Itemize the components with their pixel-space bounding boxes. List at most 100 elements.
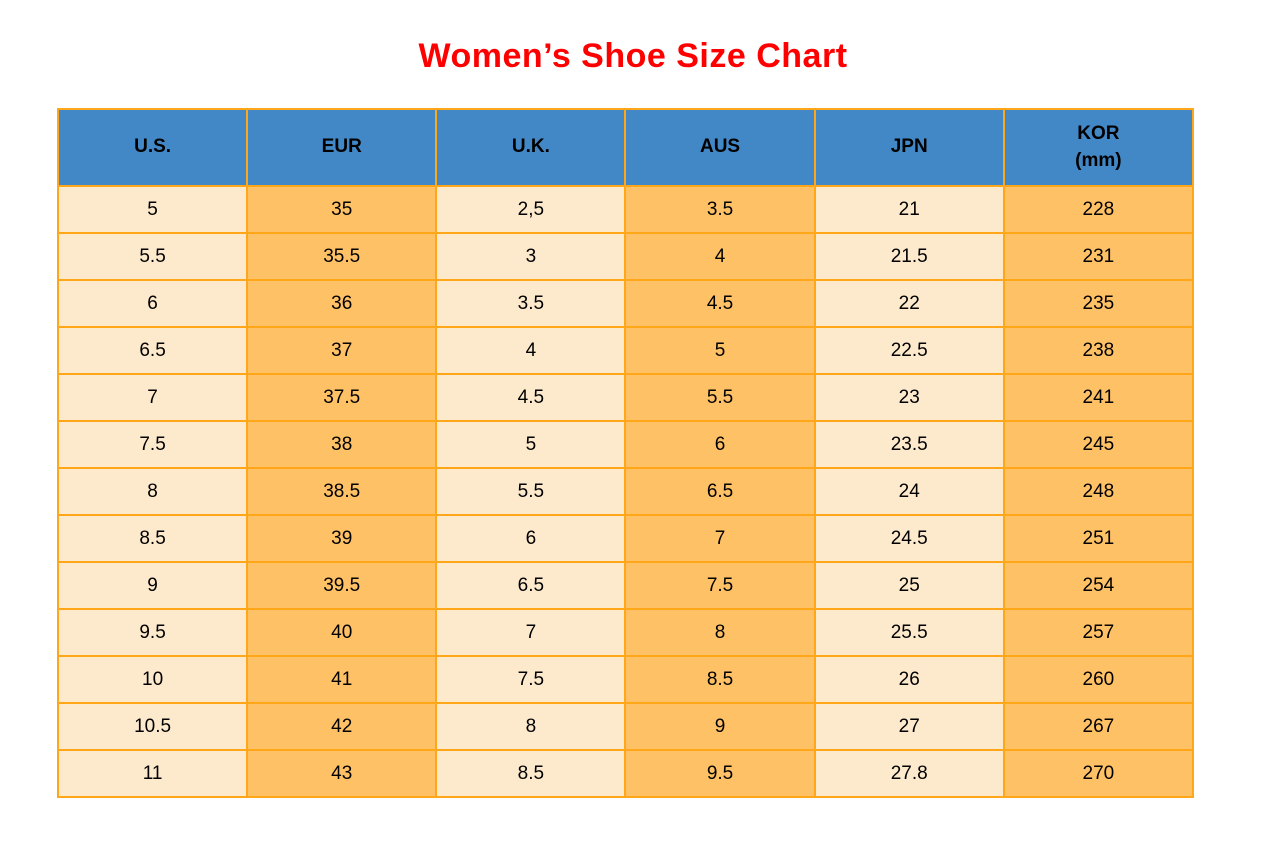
size-cell-uk: 7.5 bbox=[435, 655, 627, 704]
table-row: 11 43 8.5 9.5 27.8 270 bbox=[56, 749, 1195, 798]
size-cell-uk: 4.5 bbox=[435, 373, 627, 422]
size-cell-us: 5 bbox=[56, 185, 249, 234]
size-cell-eur: 38 bbox=[246, 420, 438, 469]
size-cell-eur: 38.5 bbox=[246, 467, 438, 516]
size-cell-uk: 5 bbox=[435, 420, 627, 469]
size-cell-kor-mm: 231 bbox=[1002, 232, 1195, 281]
size-cell-us: 10.5 bbox=[56, 702, 249, 751]
size-cell-uk: 3.5 bbox=[435, 279, 627, 328]
size-cell-kor-mm: 251 bbox=[1002, 514, 1195, 563]
size-cell-jpn: 23.5 bbox=[813, 420, 1005, 469]
column-header-us: U.S. bbox=[56, 108, 249, 187]
table-header-row: U.S. EUR U.K. AUS JPN KOR (mm) bbox=[56, 108, 1195, 187]
size-cell-kor-mm: 257 bbox=[1002, 608, 1195, 657]
size-cell-kor-mm: 235 bbox=[1002, 279, 1195, 328]
size-cell-jpn: 24 bbox=[813, 467, 1005, 516]
size-cell-aus: 5 bbox=[624, 326, 816, 375]
size-cell-jpn: 21 bbox=[813, 185, 1005, 234]
size-cell-eur: 35 bbox=[246, 185, 438, 234]
size-cell-jpn: 23 bbox=[813, 373, 1005, 422]
table-row: 5 35 2,5 3.5 21 228 bbox=[56, 185, 1195, 234]
size-cell-us: 6.5 bbox=[56, 326, 249, 375]
size-cell-kor-mm: 241 bbox=[1002, 373, 1195, 422]
size-cell-uk: 6.5 bbox=[435, 561, 627, 610]
size-cell-eur: 39 bbox=[246, 514, 438, 563]
size-cell-aus: 9 bbox=[624, 702, 816, 751]
table-row: 9 39.5 6.5 7.5 25 254 bbox=[56, 561, 1195, 610]
size-cell-kor-mm: 270 bbox=[1002, 749, 1195, 798]
size-cell-us: 5.5 bbox=[56, 232, 249, 281]
size-cell-aus: 3.5 bbox=[624, 185, 816, 234]
shoe-size-table: U.S. EUR U.K. AUS JPN KOR (mm) 5 35 2,5 3.5 21 228… bbox=[56, 108, 1195, 798]
size-cell-jpn: 26 bbox=[813, 655, 1005, 704]
size-cell-us: 11 bbox=[56, 749, 249, 798]
table-row: 5.5 35.5 3 4 21.5 231 bbox=[56, 232, 1195, 281]
size-cell-us: 9.5 bbox=[56, 608, 249, 657]
size-cell-eur: 37.5 bbox=[246, 373, 438, 422]
table-row: 7.5 38 5 6 23.5 245 bbox=[56, 420, 1195, 469]
size-cell-kor-mm: 238 bbox=[1002, 326, 1195, 375]
size-cell-aus: 4 bbox=[624, 232, 816, 281]
size-cell-uk: 6 bbox=[435, 514, 627, 563]
size-cell-aus: 5.5 bbox=[624, 373, 816, 422]
size-cell-uk: 8 bbox=[435, 702, 627, 751]
page-title: Women’s Shoe Size Chart bbox=[418, 37, 848, 75]
size-cell-aus: 4.5 bbox=[624, 279, 816, 328]
size-cell-jpn: 21.5 bbox=[813, 232, 1005, 281]
table-body: 5 35 2,5 3.5 21 228 5.5 35.5 3 4 21.5 231 6 36 3.5 4.5 2… bbox=[56, 185, 1195, 798]
size-cell-eur: 42 bbox=[246, 702, 438, 751]
table-row: 10 41 7.5 8.5 26 260 bbox=[56, 655, 1195, 704]
size-cell-jpn: 22.5 bbox=[813, 326, 1005, 375]
table-row: 7 37.5 4.5 5.5 23 241 bbox=[56, 373, 1195, 422]
size-cell-kor-mm: 260 bbox=[1002, 655, 1195, 704]
size-cell-us: 8.5 bbox=[56, 514, 249, 563]
size-cell-us: 8 bbox=[56, 467, 249, 516]
column-header-kor-mm: KOR (mm) bbox=[1002, 108, 1195, 187]
size-cell-jpn: 27 bbox=[813, 702, 1005, 751]
size-cell-aus: 7 bbox=[624, 514, 816, 563]
size-cell-jpn: 25 bbox=[813, 561, 1005, 610]
size-cell-eur: 35.5 bbox=[246, 232, 438, 281]
size-cell-jpn: 24.5 bbox=[813, 514, 1005, 563]
table-row: 6.5 37 4 5 22.5 238 bbox=[56, 326, 1195, 375]
size-cell-kor-mm: 267 bbox=[1002, 702, 1195, 751]
column-header-jpn: JPN bbox=[813, 108, 1005, 187]
size-cell-us: 7.5 bbox=[56, 420, 249, 469]
size-cell-aus: 8 bbox=[624, 608, 816, 657]
size-cell-aus: 6 bbox=[624, 420, 816, 469]
column-header-uk: U.K. bbox=[435, 108, 627, 187]
table-row: 9.5 40 7 8 25.5 257 bbox=[56, 608, 1195, 657]
size-cell-uk: 2,5 bbox=[435, 185, 627, 234]
size-cell-uk: 4 bbox=[435, 326, 627, 375]
size-cell-eur: 40 bbox=[246, 608, 438, 657]
size-cell-us: 7 bbox=[56, 373, 249, 422]
table-row: 8.5 39 6 7 24.5 251 bbox=[56, 514, 1195, 563]
table-row: 8 38.5 5.5 6.5 24 248 bbox=[56, 467, 1195, 516]
size-cell-aus: 9.5 bbox=[624, 749, 816, 798]
size-cell-aus: 7.5 bbox=[624, 561, 816, 610]
size-cell-kor-mm: 254 bbox=[1002, 561, 1195, 610]
size-cell-uk: 3 bbox=[435, 232, 627, 281]
size-cell-uk: 8.5 bbox=[435, 749, 627, 798]
size-cell-jpn: 25.5 bbox=[813, 608, 1005, 657]
column-header-eur: EUR bbox=[246, 108, 438, 187]
size-cell-aus: 6.5 bbox=[624, 467, 816, 516]
size-cell-aus: 8.5 bbox=[624, 655, 816, 704]
size-cell-kor-mm: 228 bbox=[1002, 185, 1195, 234]
size-cell-us: 6 bbox=[56, 279, 249, 328]
size-cell-uk: 7 bbox=[435, 608, 627, 657]
size-cell-us: 10 bbox=[56, 655, 249, 704]
size-cell-jpn: 27.8 bbox=[813, 749, 1005, 798]
size-cell-eur: 36 bbox=[246, 279, 438, 328]
size-cell-kor-mm: 248 bbox=[1002, 467, 1195, 516]
size-cell-kor-mm: 245 bbox=[1002, 420, 1195, 469]
size-cell-uk: 5.5 bbox=[435, 467, 627, 516]
column-header-aus: AUS bbox=[624, 108, 816, 187]
table-header: U.S. EUR U.K. AUS JPN KOR (mm) bbox=[56, 108, 1195, 187]
size-cell-us: 9 bbox=[56, 561, 249, 610]
table-row: 10.5 42 8 9 27 267 bbox=[56, 702, 1195, 751]
size-cell-eur: 39.5 bbox=[246, 561, 438, 610]
size-cell-jpn: 22 bbox=[813, 279, 1005, 328]
size-cell-eur: 37 bbox=[246, 326, 438, 375]
